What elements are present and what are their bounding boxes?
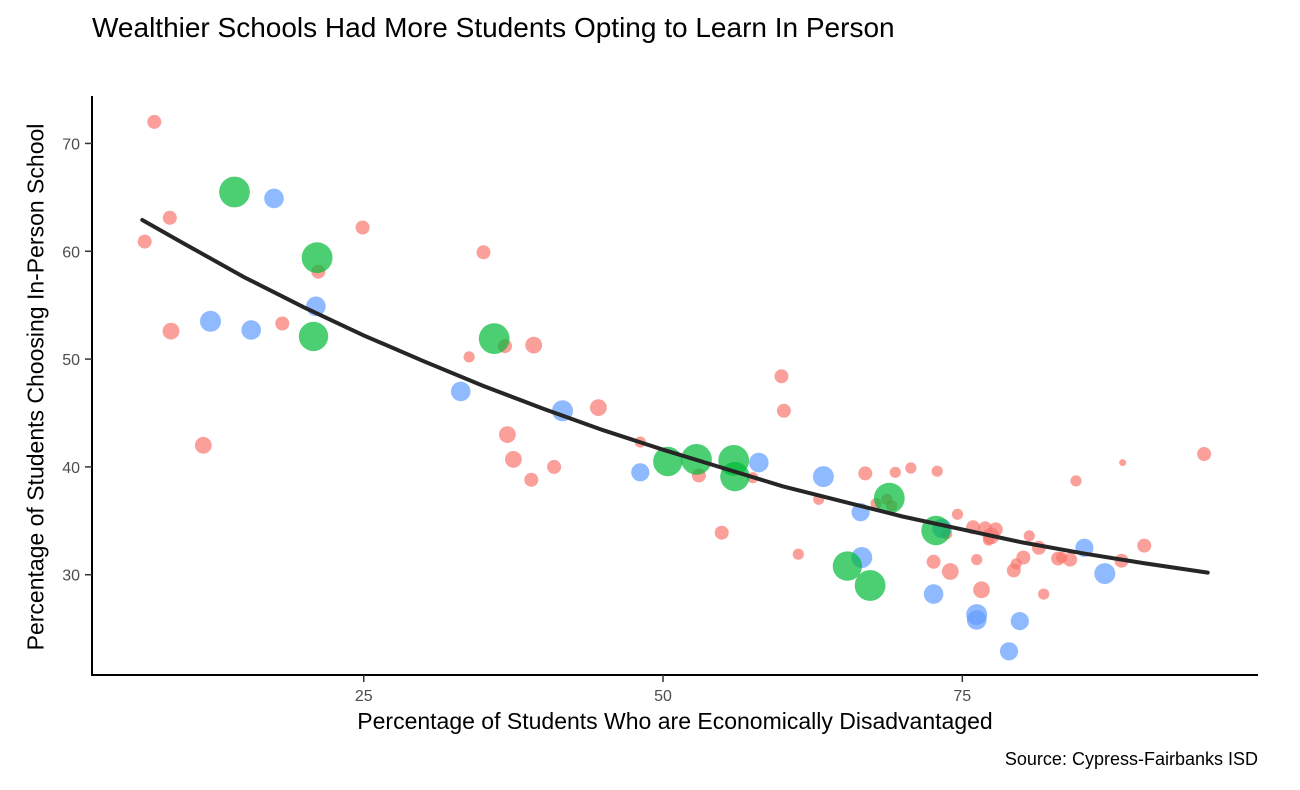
data-point (714, 525, 729, 540)
data-point (275, 316, 290, 331)
data-point (1038, 588, 1050, 600)
source-caption: Source: Cypress-Fairbanks ISD (1004, 749, 1258, 769)
data-point (162, 210, 177, 225)
data-point (298, 321, 329, 352)
data-point (241, 320, 261, 340)
data-point (1137, 538, 1152, 553)
data-point (1197, 447, 1212, 461)
x-axis-title: Percentage of Students Who are Economica… (357, 708, 993, 734)
data-point (547, 459, 562, 474)
data-point (774, 369, 789, 384)
data-point (966, 610, 987, 630)
data-point (631, 463, 650, 482)
data-point (200, 310, 221, 332)
data-point (463, 351, 475, 363)
data-point (931, 465, 943, 477)
x-tick-label: 50 (654, 688, 672, 705)
y-axis-title: Percentage of Students Choosing In-Perso… (22, 123, 49, 651)
y-tick-label: 50 (62, 352, 80, 369)
data-point (524, 472, 539, 487)
data-point (889, 466, 901, 478)
data-point (1094, 563, 1116, 585)
data-point (478, 323, 510, 354)
trend-layer (140, 218, 1210, 575)
y-tick-label: 60 (62, 244, 80, 261)
data-point (590, 399, 607, 416)
data-point (854, 570, 886, 601)
data-point (999, 642, 1019, 661)
data-point (923, 584, 944, 604)
data-point (137, 234, 152, 249)
chart-title: Wealthier Schools Had More Students Opti… (92, 12, 895, 43)
data-point (1063, 552, 1078, 567)
data-point (264, 188, 284, 209)
data-point (941, 563, 959, 580)
data-point (301, 242, 333, 274)
data-point (832, 551, 863, 581)
x-tick-label: 75 (953, 688, 971, 705)
trend-line (140, 218, 1210, 575)
data-point (450, 381, 471, 402)
data-point (147, 114, 162, 129)
data-point (951, 508, 964, 520)
data-point (792, 548, 804, 560)
data-point (873, 482, 905, 514)
data-point (505, 451, 522, 468)
data-point (1010, 612, 1029, 631)
data-point (162, 322, 180, 340)
data-point (812, 466, 834, 488)
data-point (1119, 459, 1127, 467)
data-point (858, 466, 873, 481)
data-point (1023, 530, 1035, 542)
data-point (499, 426, 516, 443)
data-point (476, 245, 491, 260)
data-point (525, 336, 543, 354)
y-tick-label: 30 (62, 568, 80, 585)
data-point (1016, 550, 1031, 565)
data-point (973, 581, 990, 599)
y-tick-label: 70 (62, 136, 80, 153)
y-tick-label: 40 (62, 460, 80, 477)
data-point (749, 452, 769, 473)
data-point (1070, 475, 1082, 487)
data-point (355, 220, 370, 235)
axes-layer: 25 50 75 30 40 50 60 70 (62, 96, 1258, 705)
points-layer (137, 114, 1212, 661)
data-point (988, 522, 1003, 537)
x-tick-label: 25 (355, 688, 373, 705)
data-point (971, 554, 983, 566)
data-point (219, 176, 250, 208)
data-point (905, 462, 917, 474)
data-point (776, 403, 791, 418)
data-point (194, 436, 212, 454)
data-point (926, 554, 941, 569)
